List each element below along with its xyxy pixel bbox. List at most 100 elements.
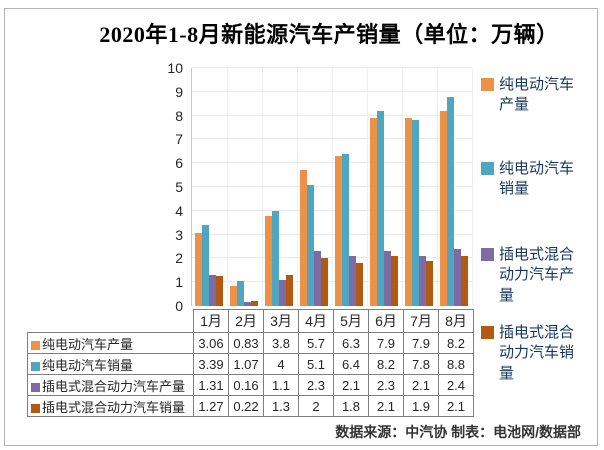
- plot-column-3月: [262, 68, 298, 306]
- series-swatch-icon: [31, 340, 40, 350]
- bar-3月-series4: [286, 275, 293, 306]
- table-row-label: 纯电动汽车产量: [27, 332, 194, 354]
- plot-column-8月: [437, 68, 473, 306]
- y-axis-tick-label: 8: [175, 107, 183, 124]
- table-row: 纯电动汽车产量 3.06 0.83 3.8 5.7 6.3 7.9 7.9 8.2: [27, 332, 474, 354]
- bar-6月-series1: [370, 118, 377, 306]
- legend-label: 插电式混合动力汽车销量: [499, 324, 575, 382]
- table-value-cell: 6.3: [333, 332, 369, 354]
- table-value-cell: 1.3: [263, 395, 299, 417]
- legend-label: 插电式混合动力汽车产量: [499, 246, 575, 304]
- table-month-header: 1月: [193, 309, 229, 333]
- y-axis-tick-label: 5: [175, 179, 183, 195]
- table-value-cell: 0.83: [228, 332, 264, 354]
- table-value-cell: 2.1: [403, 374, 439, 396]
- source-note: 数据来源：中汽协 制表：电池网/数据部: [335, 424, 581, 440]
- table-month-header: 5月: [333, 309, 369, 333]
- series-swatch-icon: [31, 403, 40, 413]
- table-month-header: 6月: [368, 309, 404, 333]
- bar-4月-series1: [300, 170, 307, 306]
- legend-item-1: 纯电动汽车产量: [481, 75, 585, 116]
- table-value-cell: 0.22: [228, 395, 264, 417]
- y-axis-tick-label: 9: [175, 83, 183, 100]
- table-value-cell: 8.2: [368, 353, 404, 375]
- chart-frame: 2020年1-8月新能源汽车产销量（单位：万辆） 纯电动汽车产量 纯电动汽车销量插…: [4, 8, 598, 446]
- plot-column-6月: [367, 68, 403, 306]
- table-value-cell: 1.31: [193, 374, 229, 396]
- bar-8月-series3: [454, 248, 461, 306]
- bar-6月-series3: [384, 251, 391, 306]
- table-value-cell: 1.07: [228, 353, 264, 375]
- bar-5月-series2: [342, 153, 349, 306]
- bar-2月-series1: [230, 286, 237, 306]
- table-value-cell: 3.39: [193, 353, 229, 375]
- legend-item-2: 纯电动汽车销量: [481, 159, 585, 200]
- bar-1月-series1: [195, 233, 202, 306]
- chart-title: 2020年1-8月新能源汽车产销量（单位：万辆）: [99, 22, 559, 47]
- legend-swatch-icon: [481, 162, 494, 175]
- bar-6月-series2: [377, 110, 384, 306]
- gridline: [192, 67, 472, 68]
- table-value-cell: 7.9: [368, 332, 404, 354]
- table-value-cell: 5.1: [298, 353, 334, 375]
- table-value-cell: 2.1: [438, 395, 474, 417]
- table-value-cell: 2.1: [333, 374, 369, 396]
- bar-5月-series1: [335, 156, 342, 306]
- y-axis-tick-label: 4: [175, 202, 183, 219]
- y-axis-tick-label: 10: [167, 60, 183, 76]
- y-axis-tick-label: 3: [175, 226, 183, 243]
- bar-3月-series1: [265, 215, 272, 306]
- bar-7月-series3: [419, 256, 426, 306]
- table-value-cell: 1.9: [403, 395, 439, 417]
- legend-label: 纯电动汽车销量: [499, 160, 575, 198]
- table-row: 插电式混合动力汽车产量 1.31 0.16 1.1 2.3 2.1 2.3 2.1 2.4: [27, 374, 474, 396]
- table-value-cell: 2.4: [438, 374, 474, 396]
- table-month-header: 2月: [228, 309, 264, 333]
- bar-3月-series2: [272, 210, 279, 306]
- table-row-label: 纯电动汽车销量: [27, 353, 194, 375]
- table-value-cell: 0.16: [228, 374, 264, 396]
- table-value-cell: 8.8: [438, 353, 474, 375]
- table-value-cell: 2.1: [368, 395, 404, 417]
- bar-4月-series3: [314, 251, 321, 306]
- bar-5月-series4: [356, 263, 363, 306]
- plot-column-7月: [402, 68, 438, 306]
- y-axis-tick-label: 1: [175, 274, 183, 291]
- bar-2月-series2: [237, 280, 244, 306]
- table-month-header: 3月: [263, 309, 299, 333]
- bar-8月-series4: [461, 256, 468, 306]
- table-value-cell: 4: [263, 353, 299, 375]
- legend-swatch-icon: [481, 248, 494, 261]
- legend-swatch-icon: [481, 78, 494, 91]
- legend-swatch-icon: [481, 326, 494, 339]
- data-table: 1月 2月 3月 4月 5月 6月 7月 8月 纯电动汽车产量 3.06 0.83 3.8 5.7 6.3…: [27, 309, 474, 417]
- table-value-cell: 1.1: [263, 374, 299, 396]
- table-value-cell: 1.27: [193, 395, 229, 417]
- bar-5月-series3: [349, 256, 356, 306]
- bar-7月-series4: [426, 260, 433, 306]
- bar-1月-series2: [202, 225, 209, 306]
- bar-7月-series2: [412, 120, 419, 306]
- table-row-label: 插电式混合动力汽车产量: [27, 374, 194, 396]
- y-axis-tick-label: 7: [175, 131, 183, 148]
- bar-3月-series3: [279, 279, 286, 306]
- bar-8月-series1: [440, 110, 447, 306]
- bar-6月-series4: [391, 256, 398, 306]
- bar-2月-series3: [244, 302, 251, 306]
- plot-column-4月: [297, 68, 333, 306]
- bar-7月-series1: [405, 118, 412, 306]
- bar-2月-series4: [251, 300, 258, 306]
- bar-1月-series4: [216, 275, 223, 306]
- series-swatch-icon: [31, 382, 40, 392]
- table-value-cell: 2.3: [368, 374, 404, 396]
- y-axis-tick-label: 2: [175, 250, 183, 267]
- y-axis-tick-label: 6: [175, 155, 183, 172]
- table-value-cell: 7.9: [403, 332, 439, 354]
- series-swatch-icon: [31, 361, 40, 371]
- table-value-cell: 6.4: [333, 353, 369, 375]
- table-month-header: 7月: [403, 309, 439, 333]
- bar-1月-series3: [209, 274, 216, 306]
- bar-4月-series4: [321, 258, 328, 306]
- plot-column-2月: [227, 68, 263, 306]
- bar-8月-series2: [447, 96, 454, 306]
